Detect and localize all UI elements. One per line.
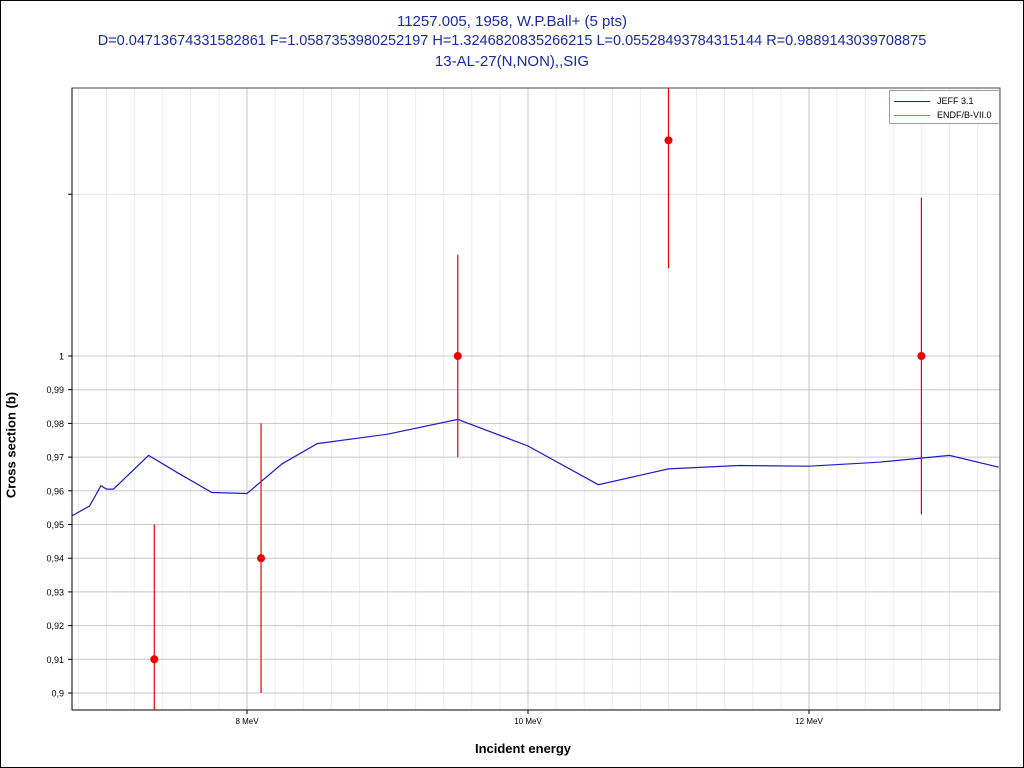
y-tick-label: 0,95 (46, 520, 64, 530)
y-tick-label: 0,98 (46, 419, 64, 429)
y-tick-label: 0,91 (46, 655, 64, 665)
y-tick-label: 0,99 (46, 385, 64, 395)
x-tick-label: 10 MeV (514, 717, 542, 726)
chart-title-line-2: D=0.04713674331582861 F=1.05873539802521… (97, 33, 927, 49)
y-tick-label: 0,96 (46, 486, 64, 496)
legend: JEFF 3.1 ENDF/B-VII.0 (889, 90, 1000, 124)
data-point (917, 352, 926, 360)
legend-label-jeff: JEFF 3.1 (937, 96, 974, 106)
x-tick-label: 8 MeV (235, 717, 259, 726)
data-point (453, 352, 462, 360)
y-axis-label: Cross section (b) (3, 391, 19, 499)
data-point (664, 136, 673, 145)
y-tick-label: 1 (59, 352, 64, 362)
legend-item-jeff: JEFF 3.1 (894, 95, 974, 107)
chart-title-line-1: 11257.005, 1958, W.P.Ball+ (5 pts) (396, 13, 628, 30)
y-tick-label: 0,97 (46, 453, 64, 463)
y-tick-label: 0,94 (46, 554, 64, 564)
legend-swatch-jeff (894, 100, 930, 102)
legend-label-endf: ENDF/B-VII.0 (937, 110, 992, 120)
legend-swatch-endf (894, 114, 930, 116)
series-line-jeff (72, 418, 999, 517)
data-point (150, 655, 159, 664)
y-tick-label: 0,92 (46, 621, 64, 631)
y-tick-label: 0,93 (46, 587, 64, 597)
x-axis-label: Incident energy (474, 741, 572, 756)
plot-area (72, 88, 1000, 710)
data-point (257, 554, 266, 563)
y-tick-label: 0,9 (51, 689, 64, 699)
chart-title-line-3: 13-AL-27(N,NON),,SIG (434, 53, 590, 70)
x-tick-label: 12 MeV (795, 717, 823, 726)
legend-item-endf: ENDF/B-VII.0 (894, 109, 992, 121)
